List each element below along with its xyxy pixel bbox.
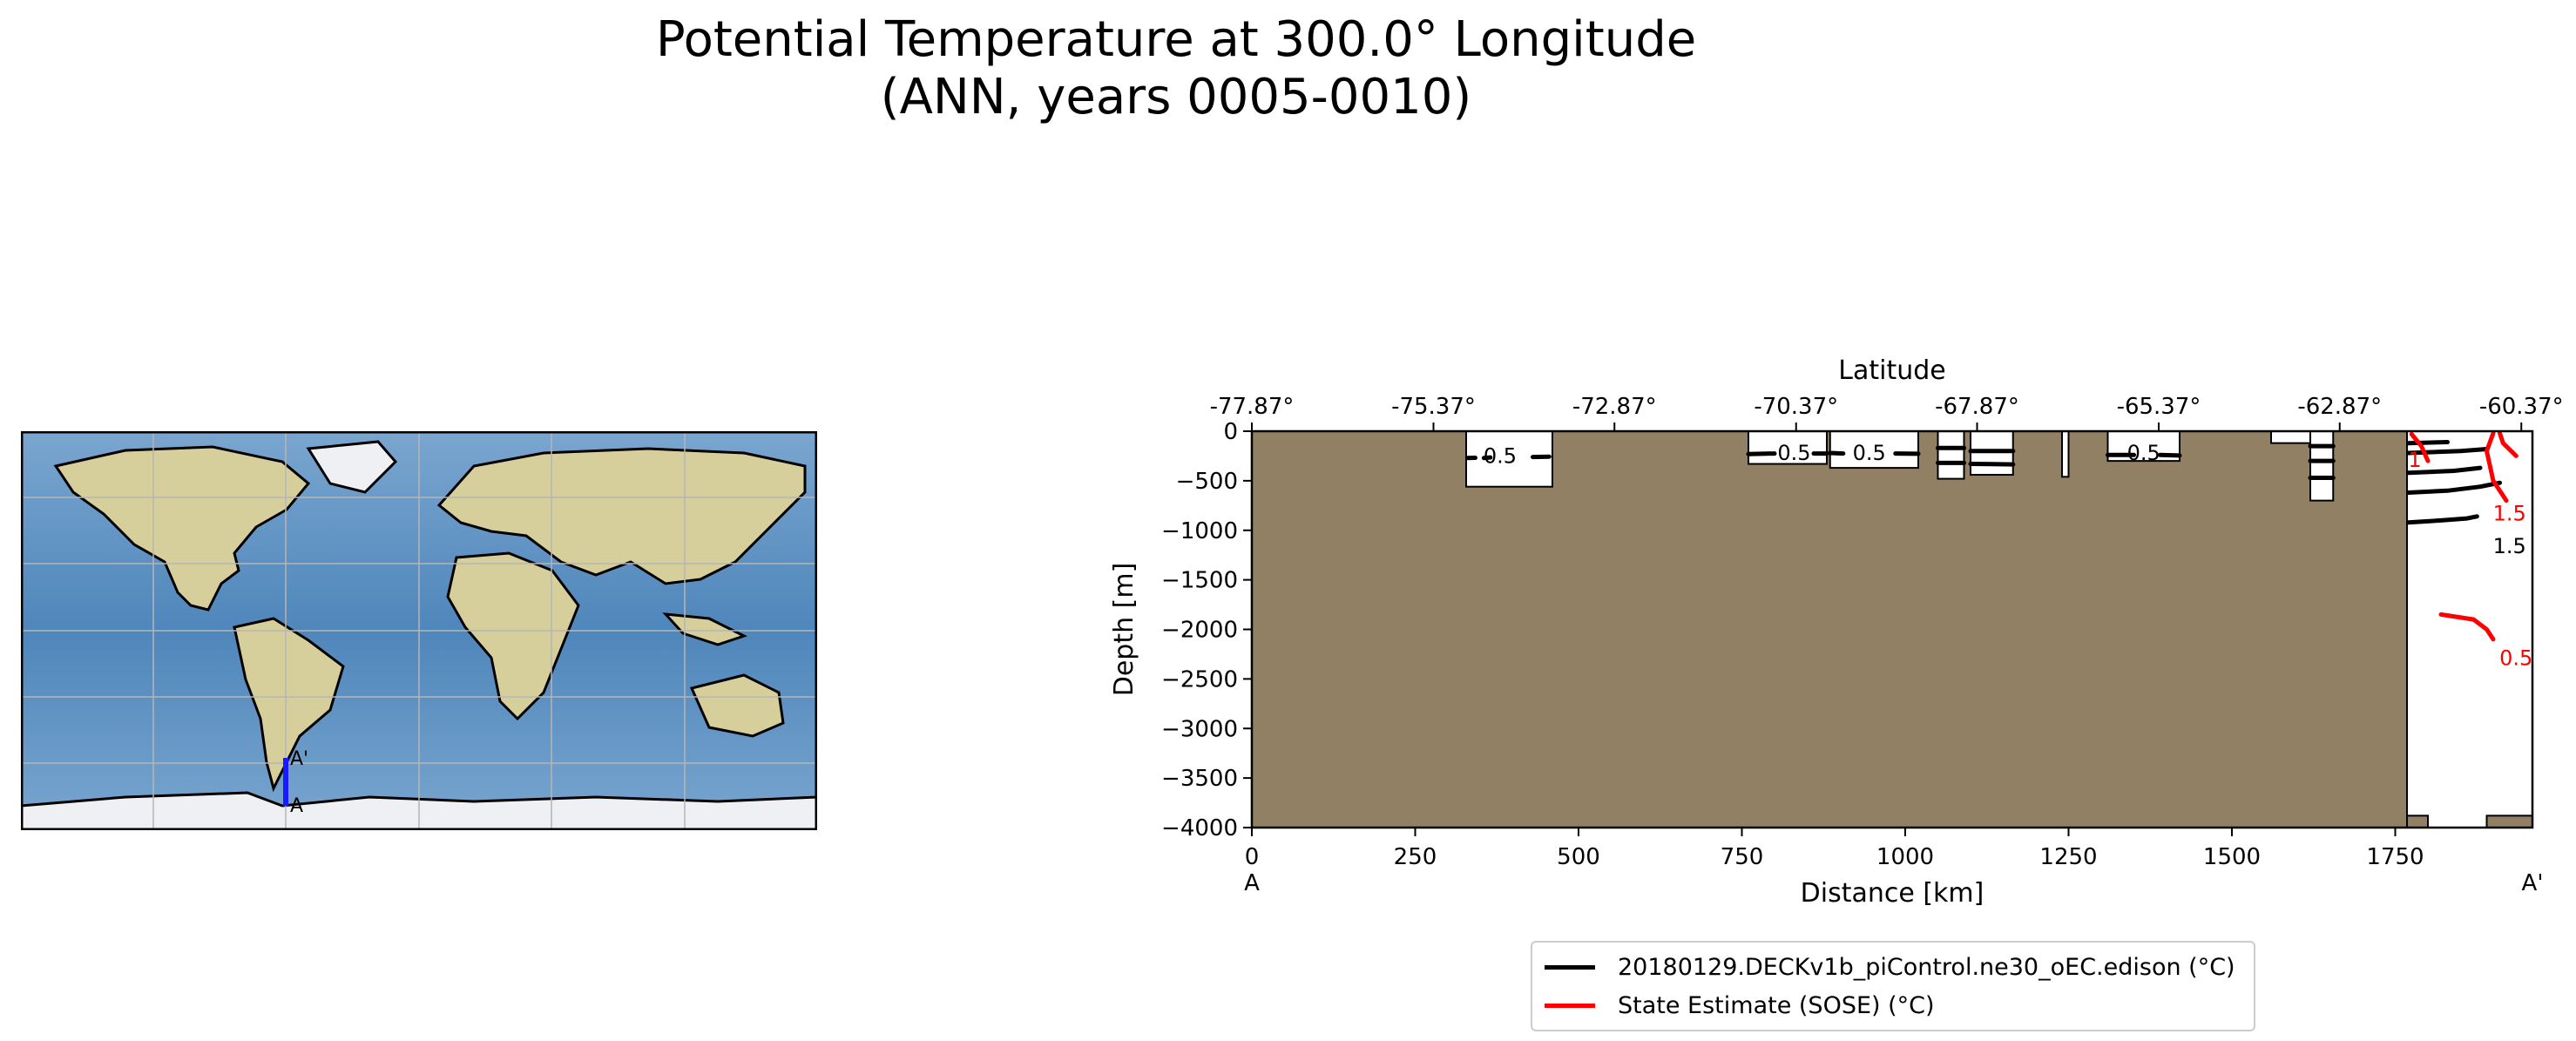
figure-title: Potential Temperature at 300.0° Longitud… — [655, 11, 1697, 68]
legend-label-model: 20180129.DECKv1b_piControl.ne30_oEC.edis… — [1618, 953, 2235, 981]
contour-line-s1-1 — [2485, 430, 2509, 504]
landmass-australia — [689, 673, 785, 738]
contour-line-s0-12 — [2158, 452, 2182, 458]
map-frame — [21, 431, 817, 830]
water-column-7 — [2270, 430, 2311, 444]
contour-label-s0-20: 1.5 — [2493, 534, 2526, 558]
contour-label-s0-5: 0.5 — [1853, 441, 1886, 465]
transect-end-label: A' — [290, 748, 308, 770]
y-tick-label-7: −3500 — [1161, 766, 1238, 792]
y-tick-label-4: −2000 — [1161, 618, 1238, 644]
map-land — [21, 440, 817, 830]
y-tick-label-6: −3000 — [1161, 716, 1238, 742]
x-tick-label-5: 1250 — [2039, 844, 2097, 870]
contour-line-s0-20 — [2406, 514, 2479, 525]
y-axis-label: Depth [m] — [1109, 563, 1139, 697]
x-tick-label-2: 500 — [1557, 844, 1600, 870]
figure-subtitle: (ANN, years 0005-0010) — [880, 69, 1472, 125]
axes: 0 250 500 750 1000 1250 1500 1750 0 −500 −1000 −150… — [1161, 394, 2564, 870]
contour-line-s0-0 — [1481, 455, 1493, 461]
top-tick-label-6: -62.87° — [2297, 394, 2382, 420]
y-tick-label-8: −4000 — [1161, 815, 1238, 842]
legend-label-sose: State Estimate (SOSE) (°C) — [1618, 991, 1935, 1019]
contour-line-s0-19 — [2406, 480, 2502, 495]
legend-swatch-sose — [1545, 1003, 1595, 1008]
contour-label-s0-3: 0.5 — [1777, 441, 1810, 465]
top-tick-label-0: -77.87° — [1210, 394, 1295, 420]
contour-label-s1-3: 0.5 — [2499, 646, 2532, 670]
water-column-1 — [1748, 430, 1828, 465]
contour-line-s0-10 — [1968, 462, 2016, 467]
legend-entry-sose: State Estimate (SOSE) (°C) — [1545, 988, 1935, 1023]
contour-lines: 0.5 0.5 0.5 0.5 1.5 1 1.5 0.5 — [1465, 430, 2532, 670]
x-tick-label-1: 250 — [1394, 844, 1437, 870]
contour-line-s0-3 — [1746, 451, 1777, 456]
water-column-8 — [2309, 430, 2335, 502]
contour-label-s0-11: 0.5 — [2127, 441, 2160, 465]
contour-line-s1-3 — [2438, 612, 2496, 642]
legend-entry-model: 20180129.DECKv1b_piControl.ne30_oEC.edis… — [1545, 950, 2235, 984]
y-tick-label-5: −2500 — [1161, 666, 1238, 693]
section-end-label: A' — [2522, 870, 2544, 896]
contour-label-s0-0: 0.5 — [1484, 443, 1517, 468]
landmass-south-america — [233, 617, 345, 793]
top-tick-label-1: -75.37° — [1391, 394, 1476, 420]
water-column-2 — [1829, 430, 1919, 470]
water-column-3 — [1937, 430, 1965, 480]
x-tick-label-4: 1000 — [1876, 844, 1934, 870]
landmass-eurasia — [436, 447, 807, 585]
top-tick-label-3: -70.37° — [1754, 394, 1838, 420]
x-tick-label-6: 1500 — [2203, 844, 2261, 870]
contour-line-s1-0 — [2409, 431, 2431, 463]
landmass-africa — [446, 551, 580, 721]
land-fill — [1252, 431, 2532, 828]
bathymetry-step-right — [2485, 815, 2533, 828]
legend: 20180129.DECKv1b_piControl.ne30_oEC.edis… — [1531, 941, 2255, 1031]
water-column-9 — [2406, 430, 2533, 828]
map-gridlines — [21, 431, 817, 830]
plot-area — [1252, 430, 2533, 828]
section-start-label: A — [1244, 870, 1260, 896]
landmass-greenland — [306, 440, 398, 494]
top-tick-label-5: -65.37° — [2117, 394, 2201, 420]
legend-swatch-model — [1545, 964, 1595, 970]
bathymetry-step-left — [2406, 815, 2429, 828]
contour-line-s0-18 — [2406, 465, 2483, 476]
contour-label-s1-0: 1 — [2408, 448, 2421, 472]
transect-start-label: A — [290, 795, 303, 817]
x-axis-label: Distance [km] — [1801, 878, 1984, 909]
water-column-5 — [2061, 430, 2070, 478]
cross-section-chart: 0.5 0.5 0.5 0.5 1.5 1 1.5 0.5 0 250 500 750 1000 125… — [1109, 355, 2564, 909]
x-tick-label-3: 750 — [1721, 844, 1764, 870]
transect-location-map: A A' — [21, 431, 817, 830]
y-tick-label-0: 0 — [1223, 419, 1238, 445]
x-tick-label-0: 0 — [1245, 844, 1260, 870]
y-tick-label-3: −1500 — [1161, 568, 1238, 594]
top-axis-label: Latitude — [1838, 355, 1945, 386]
top-tick-label-4: -67.87° — [1935, 394, 2019, 420]
contour-line-s1-2 — [2498, 430, 2519, 458]
landmass-north-america — [53, 445, 311, 612]
top-tick-label-7: -60.37° — [2479, 394, 2564, 420]
y-tick-label-2: −1000 — [1161, 518, 1238, 544]
contour-line-s0-5 — [1828, 450, 1846, 456]
top-tick-label-2: -72.87° — [1572, 394, 1657, 420]
contour-label-s1-1: 1.5 — [2493, 501, 2526, 525]
x-tick-label-7: 1750 — [2366, 844, 2424, 870]
y-tick-label-1: −500 — [1176, 469, 1238, 495]
